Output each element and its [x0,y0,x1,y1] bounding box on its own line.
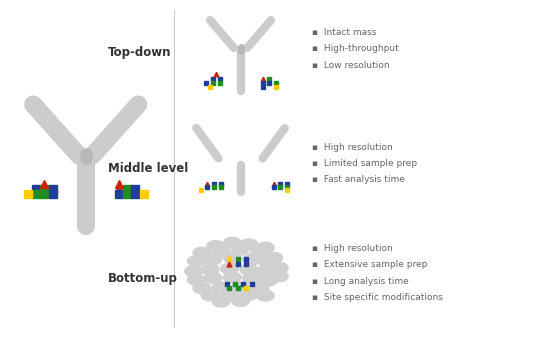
Circle shape [257,290,274,301]
Text: ▪  High-throughput: ▪ High-throughput [312,44,399,53]
Circle shape [257,266,274,277]
Circle shape [207,241,225,251]
Circle shape [201,264,219,275]
Circle shape [257,242,274,253]
Text: ▪  Intact mass: ▪ Intact mass [312,28,377,37]
Circle shape [243,254,260,265]
Circle shape [193,247,211,258]
Circle shape [221,289,238,300]
Circle shape [204,254,222,265]
Circle shape [243,273,260,283]
Circle shape [232,244,249,255]
Text: ▪  High resolution: ▪ High resolution [312,244,393,253]
Circle shape [240,289,258,300]
Circle shape [212,282,230,293]
Circle shape [232,282,249,293]
Circle shape [223,272,241,283]
Text: ▪  Limited sample prep: ▪ Limited sample prep [312,159,418,168]
Text: Middle level: Middle level [108,162,188,175]
Circle shape [187,274,205,285]
Circle shape [223,252,241,263]
Circle shape [240,239,258,250]
Text: ▪  Extensive sample prep: ▪ Extensive sample prep [312,261,428,269]
Circle shape [265,252,283,263]
Circle shape [251,283,269,294]
Text: ▪  Low resolution: ▪ Low resolution [312,61,390,69]
Circle shape [201,290,219,301]
Circle shape [270,271,288,282]
Text: ▪  High resolution: ▪ High resolution [312,143,393,152]
Circle shape [187,256,205,267]
Circle shape [223,237,241,248]
Circle shape [259,275,277,286]
Circle shape [270,263,288,273]
Circle shape [232,296,249,306]
Text: Bottom-up: Bottom-up [108,272,178,284]
Circle shape [185,266,202,277]
Text: ▪  Fast analysis time: ▪ Fast analysis time [312,175,405,184]
Circle shape [259,257,277,268]
Circle shape [251,247,269,258]
Circle shape [212,246,230,256]
Text: ▪  Site specific modifications: ▪ Site specific modifications [312,293,444,302]
Circle shape [221,263,238,274]
Circle shape [193,283,211,294]
Circle shape [240,264,258,275]
Circle shape [204,273,222,283]
Circle shape [212,296,230,307]
Text: Top-down: Top-down [108,46,171,59]
Text: ▪  Long analysis time: ▪ Long analysis time [312,277,409,285]
